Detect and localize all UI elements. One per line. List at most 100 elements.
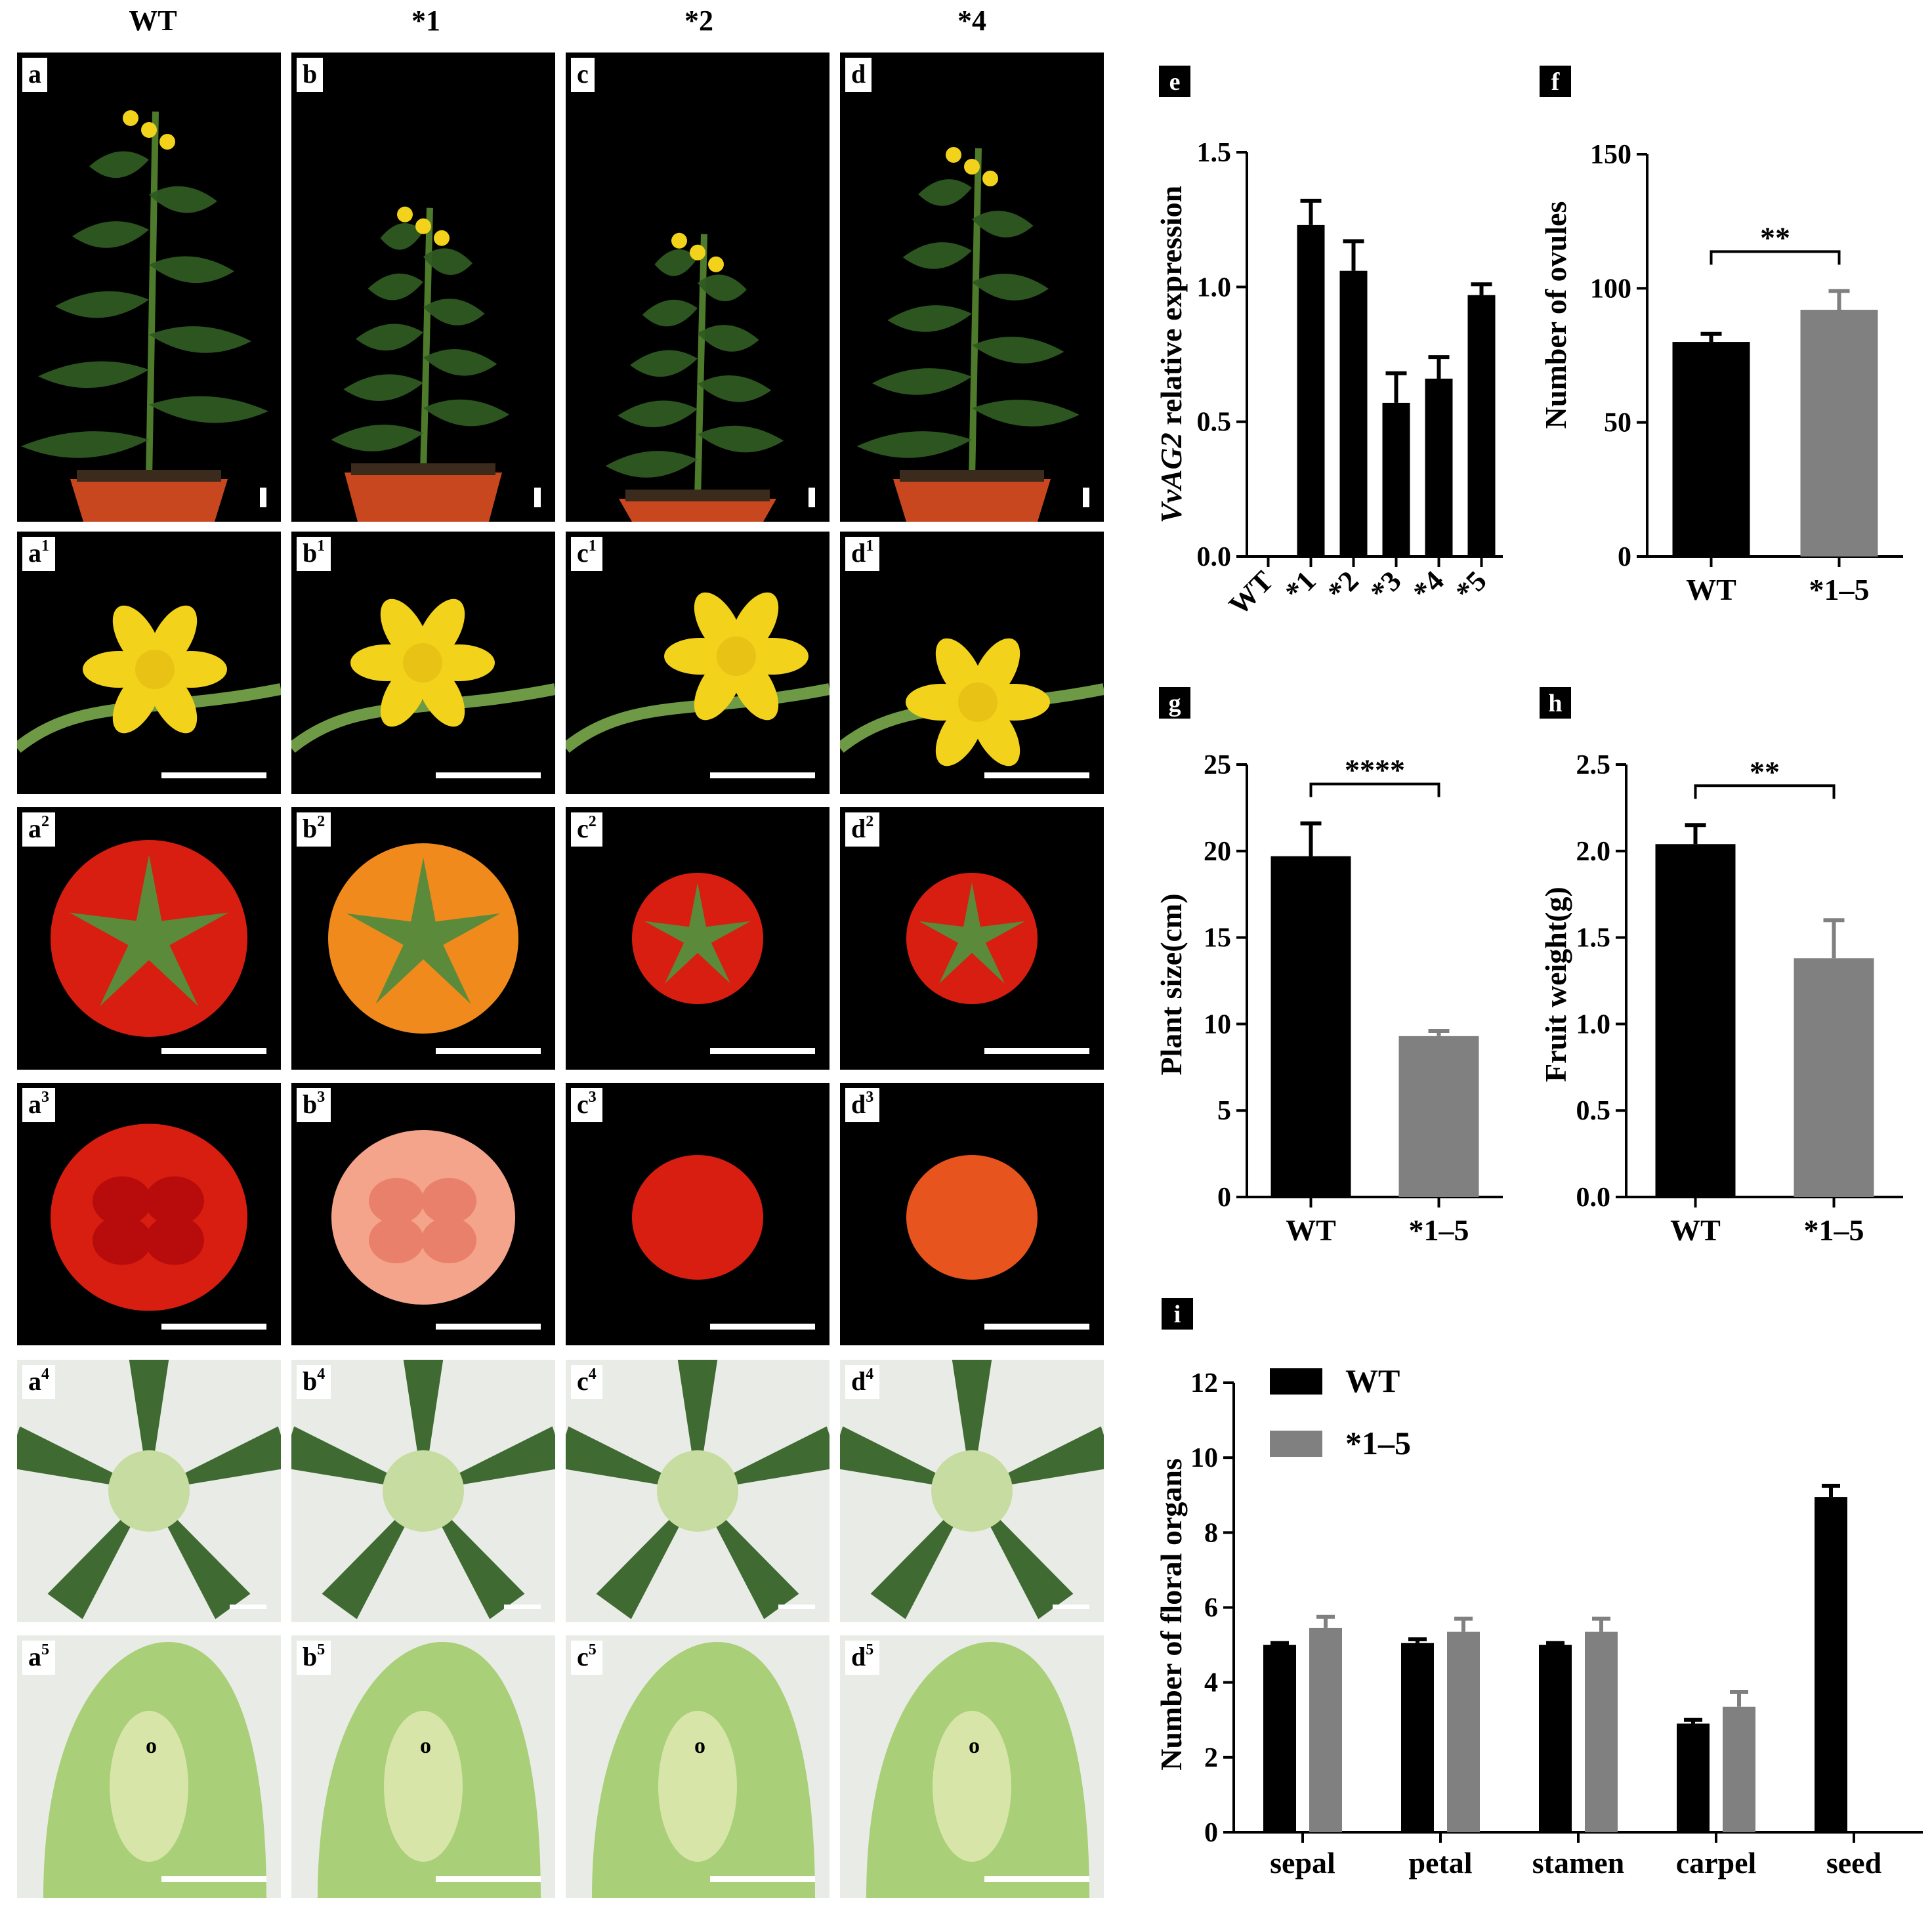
panel-label-superscript: 2 <box>588 813 597 830</box>
y-tick-label: 12 <box>1190 1368 1218 1398</box>
chart-label-box <box>1162 1298 1193 1330</box>
photo-image <box>592 1642 815 1898</box>
y-tick-label: 5 <box>1217 1096 1231 1126</box>
chart-label-box <box>1159 687 1190 719</box>
bar <box>1425 378 1453 556</box>
photo-panel-d4: d4 <box>840 1360 1104 1622</box>
x-tick-label: seed <box>1826 1846 1882 1880</box>
chart-panel-label: f <box>1551 68 1561 96</box>
significance-label: **** <box>1345 753 1405 787</box>
significance-bracket <box>1710 250 1841 265</box>
panel-label: d5 <box>845 1641 880 1675</box>
ovule-marker: o <box>146 1734 157 1758</box>
photo-panel-a3: a3 <box>17 1083 281 1345</box>
scale-bar <box>161 1876 266 1882</box>
x-tick-label: carpel <box>1676 1846 1757 1880</box>
significance-label: ** <box>1760 220 1790 254</box>
legend-swatch <box>1270 1431 1322 1457</box>
panel-label-superscript: 3 <box>588 1089 597 1106</box>
bar <box>1467 295 1496 556</box>
chart-panel-label: h <box>1548 690 1562 717</box>
photo-image <box>318 1642 541 1898</box>
panel-label-letter: c <box>577 1642 589 1671</box>
y-tick-label: 0.0 <box>1576 1183 1611 1213</box>
bar <box>1677 1723 1710 1832</box>
photo-image <box>291 1360 555 1620</box>
panel-label: a2 <box>22 812 55 847</box>
scale-bar <box>534 488 541 507</box>
panel-label: c2 <box>571 812 602 847</box>
column-title-mutant-4: *4 <box>957 5 986 37</box>
y-tick-label: 1.5 <box>1197 138 1232 168</box>
ovule-marker: o <box>420 1734 431 1758</box>
y-tick-label: 25 <box>1204 750 1231 780</box>
panel-label: c <box>571 58 595 92</box>
photo-image <box>51 1124 247 1311</box>
y-tick-label: 150 <box>1590 140 1631 170</box>
y-axis-label: Fruit weight(g) <box>1539 887 1572 1082</box>
photo-panel-b1: b1 <box>291 532 555 794</box>
panel-label-letter: d <box>851 814 866 843</box>
panel-label: a5 <box>22 1641 55 1675</box>
photo-image <box>906 873 1038 1004</box>
photo-image <box>632 873 763 1004</box>
panel-label-letter: d <box>851 1366 866 1396</box>
photo-panel-a: a <box>17 52 281 522</box>
panel-label: d4 <box>845 1365 880 1399</box>
scale-bar <box>984 1048 1089 1054</box>
y-axis-label: Plant size(cm) <box>1154 893 1188 1075</box>
scale-bar <box>436 1324 541 1330</box>
x-tick-label: WT <box>1686 573 1736 606</box>
bar <box>1585 1631 1618 1832</box>
panel-label: d <box>845 58 872 92</box>
bar <box>1270 856 1351 1197</box>
bar <box>1401 1643 1434 1832</box>
bar <box>1398 1036 1479 1197</box>
x-tick-label: stamen <box>1532 1846 1625 1880</box>
x-tick-label: WT <box>1286 1213 1336 1247</box>
bar <box>1794 958 1874 1197</box>
scale-bar <box>984 1876 1089 1882</box>
y-tick-label: 20 <box>1204 837 1231 867</box>
photo-panel-b3: b3 <box>291 1083 555 1345</box>
y-tick-label: 0.5 <box>1576 1096 1611 1126</box>
panel-label-letter: a <box>28 1089 41 1119</box>
photo-image <box>566 1360 830 1620</box>
panel-label-superscript: 1 <box>588 537 597 555</box>
scale-bar <box>1053 1605 1089 1609</box>
scale-bar <box>1083 488 1089 507</box>
panel-label-letter: b <box>303 538 318 568</box>
scale-bar <box>436 1048 541 1054</box>
photo-image <box>17 1360 281 1620</box>
panel-label-superscript: 5 <box>317 1641 326 1658</box>
x-tick-label: petal <box>1408 1846 1472 1880</box>
photo-panel-d1: d1 <box>840 532 1104 794</box>
scale-bar <box>710 1876 815 1882</box>
y-tick-label: 2.0 <box>1576 837 1611 867</box>
photo-image <box>51 840 247 1037</box>
x-tick-label: *1–5 <box>1809 573 1870 606</box>
photo-panel-c1: c1 <box>566 532 830 794</box>
scale-bar <box>504 1605 541 1609</box>
x-tick-label: *1–5 <box>1409 1213 1469 1247</box>
ovule-marker: o <box>694 1734 705 1758</box>
chart-panel-label: i <box>1174 1301 1181 1328</box>
photo-image <box>331 1130 515 1305</box>
panel-label-superscript: 3 <box>866 1089 874 1106</box>
photo-image <box>566 592 830 753</box>
panel-label-letter: b <box>303 1366 318 1396</box>
panel-label: d2 <box>845 812 880 847</box>
photo-panel-a2: a2 <box>17 807 281 1070</box>
photo-panel-b5: b5 o <box>291 1635 555 1898</box>
panel-label-superscript: 1 <box>317 537 326 555</box>
scale-bar <box>710 1324 815 1330</box>
y-tick-label: 8 <box>1204 1518 1218 1548</box>
panel-label-superscript: 1 <box>866 537 874 555</box>
panel-label-superscript: 3 <box>41 1089 49 1106</box>
scale-bar <box>161 772 266 778</box>
panel-label: c3 <box>571 1088 602 1122</box>
panel-label-letter: b <box>303 1642 318 1671</box>
bar <box>1339 270 1368 556</box>
scale-bar <box>436 1876 541 1882</box>
panel-label-letter: d <box>851 538 866 568</box>
